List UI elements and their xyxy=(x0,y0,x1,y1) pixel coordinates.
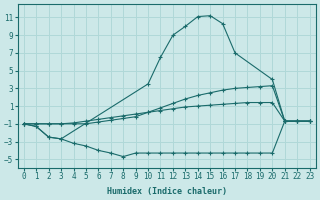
X-axis label: Humidex (Indice chaleur): Humidex (Indice chaleur) xyxy=(107,187,227,196)
